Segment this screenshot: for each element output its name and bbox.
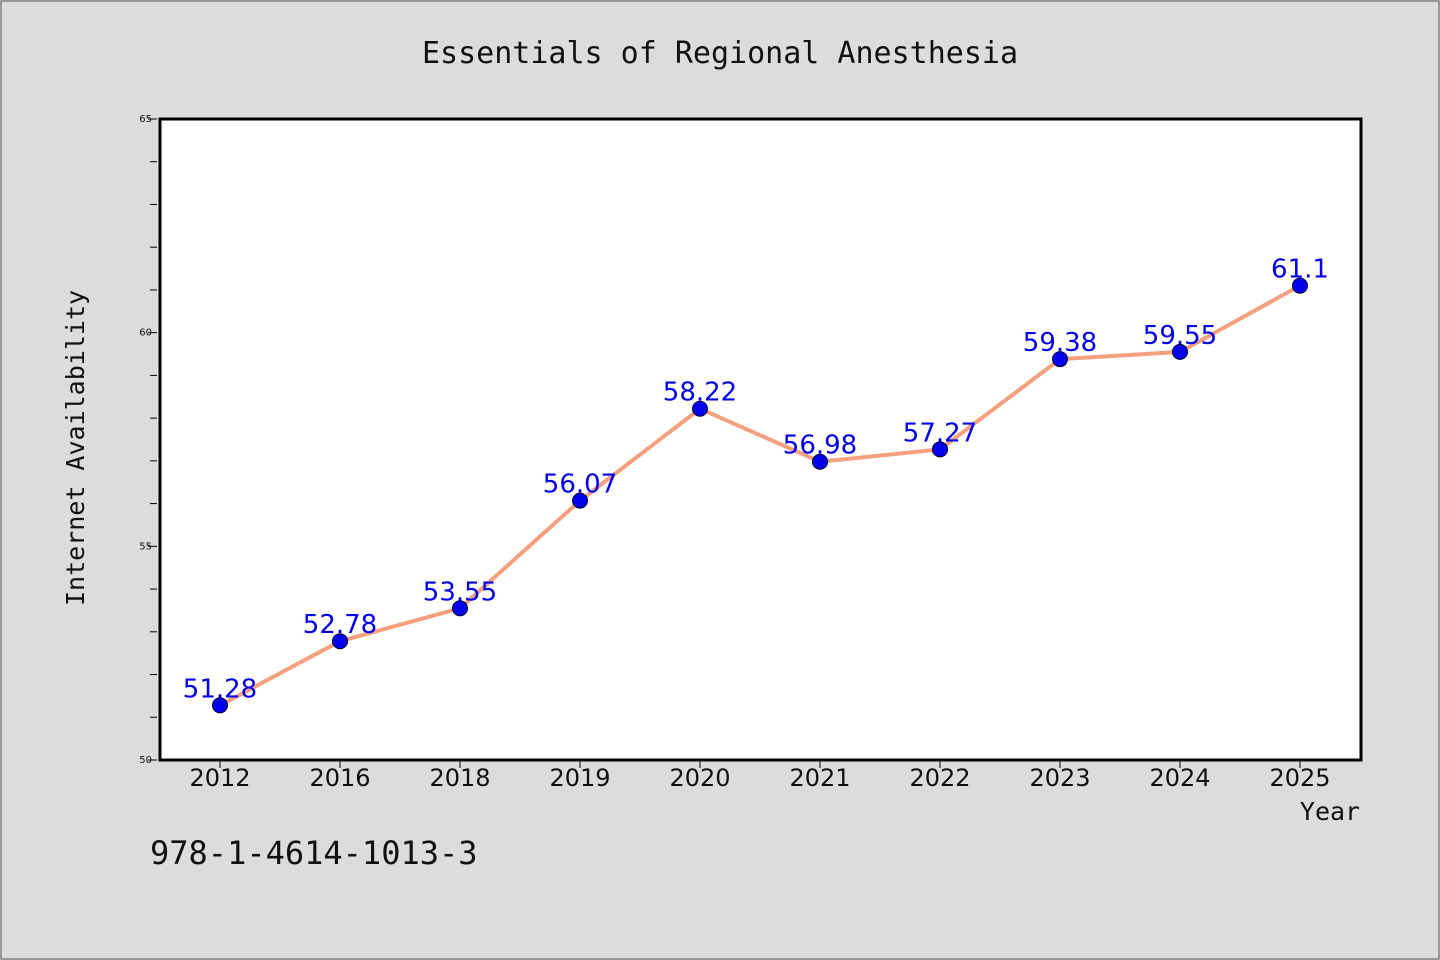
x-tick-label: 2020	[669, 764, 730, 792]
y-tick-label: 60	[139, 328, 152, 339]
data-label: 51.28	[183, 674, 257, 704]
data-point	[572, 492, 588, 509]
data-label: 52.78	[303, 610, 377, 640]
data-point	[212, 697, 228, 714]
x-tick-label: 2016	[309, 764, 370, 792]
x-tick-label: 2018	[429, 764, 490, 792]
data-point	[1172, 343, 1188, 360]
data-point	[1292, 277, 1308, 294]
x-tick-label: 2022	[909, 764, 970, 792]
data-label: 56.07	[543, 470, 617, 500]
isbn-footer: 978-1-4614-1013-3	[150, 834, 478, 872]
chart-title: Essentials of Regional Anesthesia	[422, 36, 1018, 71]
y-axis-ticks: 50 55 60 65	[139, 114, 157, 766]
data-point	[452, 600, 468, 617]
y-minor-ticks	[150, 161, 157, 718]
y-tick-label: 65	[139, 114, 152, 125]
data-markers	[212, 277, 1308, 714]
x-axis-label: Year	[1300, 797, 1360, 826]
data-label: 58.22	[663, 378, 737, 408]
data-label: 53.55	[423, 577, 497, 607]
data-label: 61.1	[1271, 255, 1329, 285]
y-tick-label: 50	[139, 755, 152, 766]
data-label: 59.38	[1023, 328, 1097, 358]
data-point	[932, 441, 948, 458]
y-tick-label: 55	[139, 541, 152, 552]
plot-area	[158, 117, 1363, 762]
x-axis-ticks: 2012 2016 2018 2019 2020 2021 2022 2023 2024 2025	[189, 760, 1331, 792]
x-tick-label: 2021	[789, 764, 850, 792]
x-tick-label: 2024	[1149, 764, 1210, 792]
data-point	[692, 400, 708, 417]
x-tick-label: 2019	[549, 764, 610, 792]
y-axis-label: Internet Availability	[61, 290, 90, 606]
data-point	[1052, 351, 1068, 368]
data-point	[332, 633, 348, 650]
x-tick-label: 2023	[1029, 764, 1090, 792]
data-label: 57.27	[903, 418, 977, 448]
data-labels: 51.28 52.78 53.55 56.07 58.22 56.98 57.27 59.38…	[183, 255, 1329, 705]
data-label: 56.98	[783, 431, 857, 461]
x-tick-label: 2025	[1269, 764, 1330, 792]
data-label: 59.55	[1143, 321, 1217, 351]
data-point	[812, 453, 828, 470]
series-line	[219, 283, 1301, 708]
x-tick-label: 2012	[189, 764, 250, 792]
